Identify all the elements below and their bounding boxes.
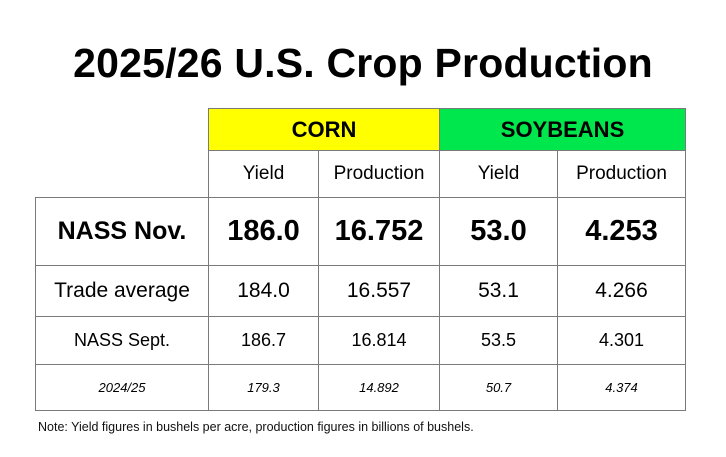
page-title: 2025/26 U.S. Crop Production	[73, 40, 653, 86]
table-row-2024-25: 2024/25 179.3 14.892 50.7 4.374	[35, 364, 687, 411]
corn-yield-cell: 184.0	[208, 265, 319, 317]
row-label: NASS Sept.	[35, 316, 209, 365]
row-label: NASS Nov.	[35, 197, 209, 266]
table-row-nass-sept: NASS Sept. 186.7 16.814 53.5 4.301	[35, 316, 687, 365]
soy-yield-cell: 53.1	[439, 265, 558, 317]
column-header-row: Yield Production Yield Production	[36, 150, 687, 198]
soy-production-cell: 4.301	[556, 316, 687, 365]
corn-production-cell: 16.814	[318, 316, 440, 365]
table-row-trade-average: Trade average 184.0 16.557 53.1 4.266	[35, 265, 687, 317]
corn-yield-cell: 186.7	[208, 316, 319, 365]
column-header-soy-production: Production	[556, 150, 687, 198]
row-label: Trade average	[35, 265, 209, 317]
soy-yield-cell: 50.7	[439, 364, 558, 411]
table-row-nass-nov: NASS Nov. 186.0 16.752 53.0 4.253	[35, 197, 687, 266]
empty-corner-cell	[36, 109, 209, 151]
corn-group-header: CORN	[208, 108, 440, 151]
empty-header-cell	[36, 151, 209, 198]
footnote: Note: Yield figures in bushels per acre,…	[38, 420, 474, 434]
soy-production-cell: 4.253	[556, 197, 687, 266]
crop-production-table: CORN SOYBEANS Yield Production Yield Pro…	[35, 108, 687, 411]
column-header-corn-yield: Yield	[208, 150, 319, 198]
column-header-corn-production: Production	[318, 150, 440, 198]
soybeans-group-header: SOYBEANS	[438, 108, 687, 151]
group-header-row: CORN SOYBEANS	[36, 108, 687, 151]
soy-yield-cell: 53.5	[439, 316, 558, 365]
corn-production-cell: 16.557	[318, 265, 440, 317]
corn-yield-cell: 179.3	[208, 364, 319, 411]
corn-yield-cell: 186.0	[208, 197, 319, 266]
corn-production-cell: 14.892	[318, 364, 440, 411]
soy-production-cell: 4.374	[556, 364, 687, 411]
soy-production-cell: 4.266	[556, 265, 687, 317]
corn-production-cell: 16.752	[318, 197, 440, 266]
row-label: 2024/25	[35, 364, 209, 411]
column-header-soy-yield: Yield	[439, 150, 558, 198]
soy-yield-cell: 53.0	[439, 197, 558, 266]
